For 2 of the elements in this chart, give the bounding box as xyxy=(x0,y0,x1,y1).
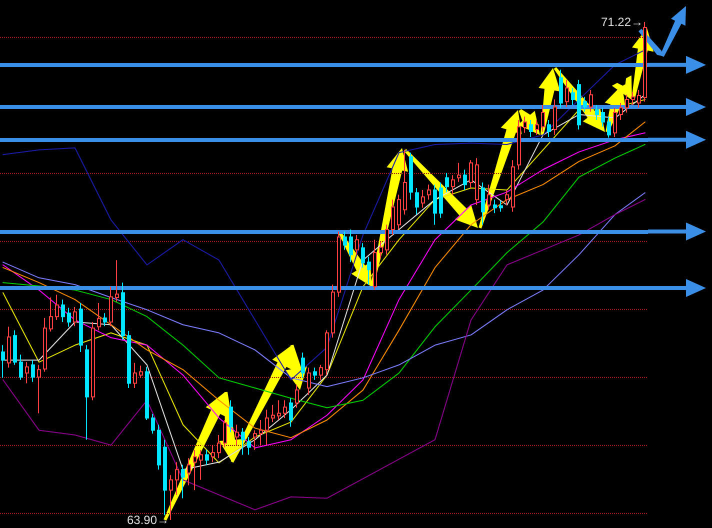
annotation: 63.90→ xyxy=(126,513,169,527)
annotation: 71.22→ xyxy=(600,15,643,29)
